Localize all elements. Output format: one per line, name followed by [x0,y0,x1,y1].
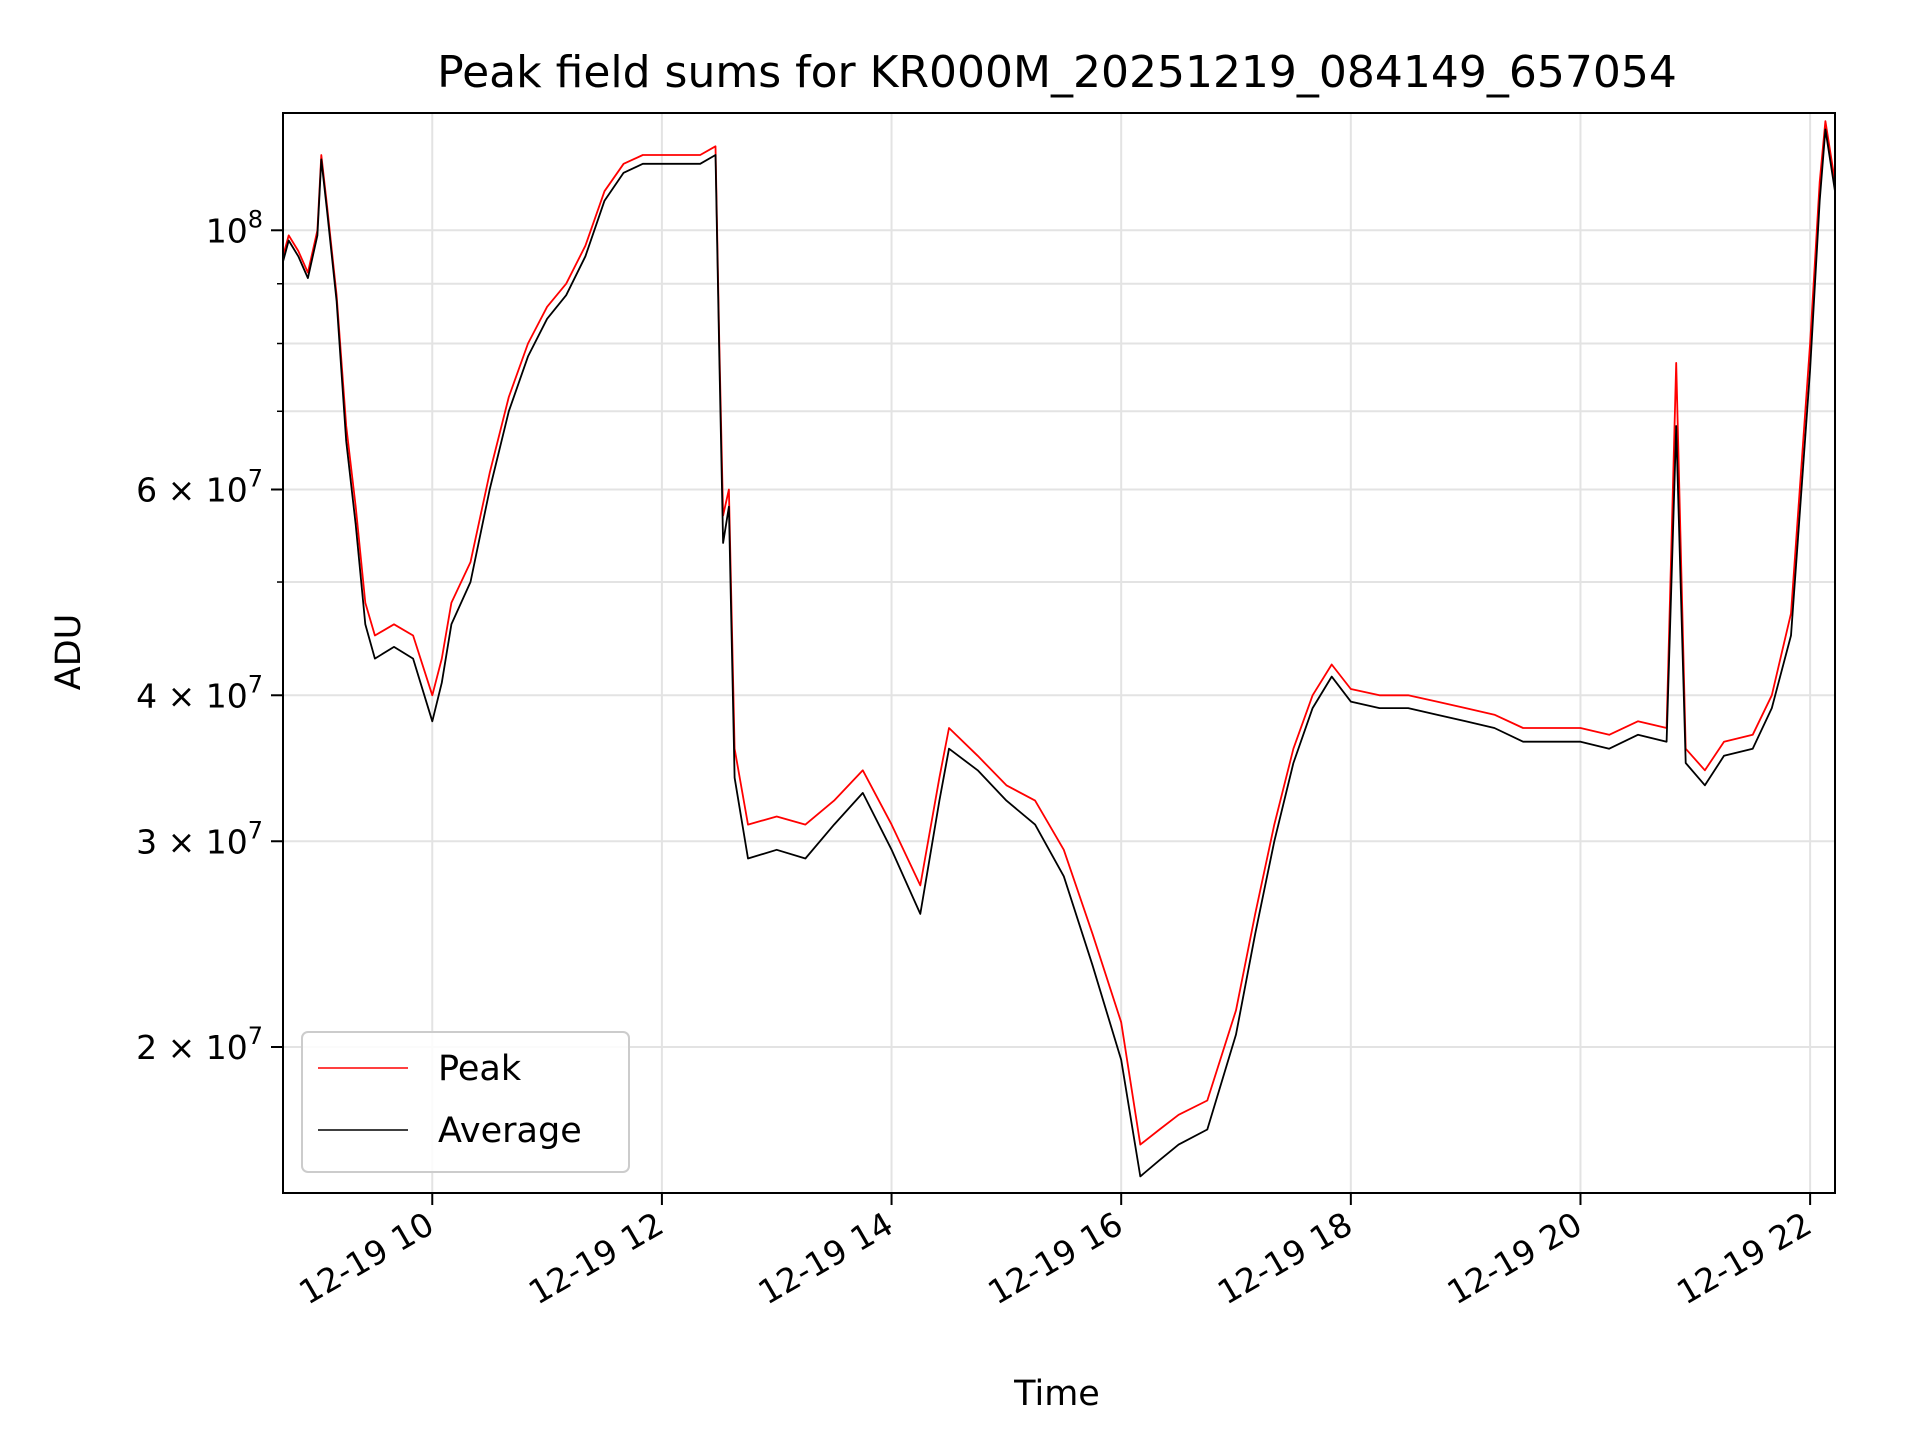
y-tick-label: 6 × 107 [136,465,263,510]
y-tick-label: 3 × 107 [136,816,263,861]
gridlines [283,113,1835,1193]
plot-series [282,120,1836,1178]
legend-label-average: Average [438,1111,582,1151]
legend-box [301,1031,630,1173]
series-line-peak [282,120,1836,1146]
y-tick-label: 4 × 107 [136,670,263,715]
series-line-average [282,128,1836,1178]
y-axis-label: ADU [49,614,89,691]
x-axis-label: Time [1013,1374,1100,1414]
chart-title: Peak field sums for KR000M_20251219_0841… [437,47,1677,98]
y-tick-label: 108 [206,205,263,250]
legend: Peak Average [301,1031,630,1173]
legend-label-peak: Peak [438,1049,522,1089]
plot-frame [282,112,1836,1194]
y-tick-label: 2 × 107 [136,1022,263,1067]
